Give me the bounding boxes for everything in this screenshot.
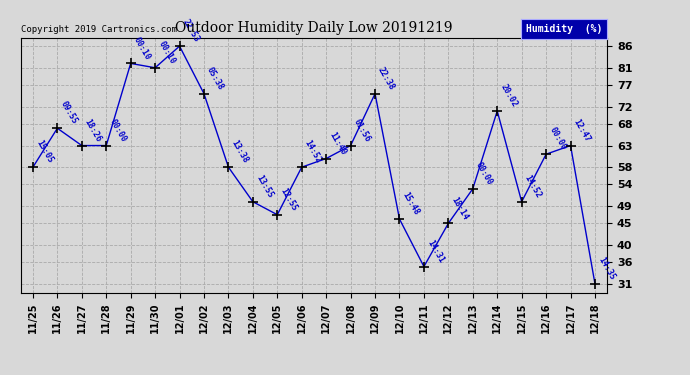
Point — [516, 199, 527, 205]
Text: 13:55: 13:55 — [254, 173, 275, 200]
Point — [321, 156, 332, 162]
Point — [125, 60, 136, 66]
Point — [443, 220, 454, 226]
Point — [589, 281, 600, 287]
Point — [418, 264, 429, 270]
Text: 00:00: 00:00 — [547, 126, 568, 152]
Text: Humidity  (%): Humidity (%) — [526, 24, 602, 34]
Text: 13:38: 13:38 — [230, 139, 250, 165]
Text: 00:00: 00:00 — [474, 160, 494, 187]
Text: 14:52: 14:52 — [303, 139, 323, 165]
Point — [223, 164, 234, 170]
Text: 14:35: 14:35 — [596, 255, 616, 282]
Text: 12:55: 12:55 — [279, 186, 299, 213]
Point — [101, 142, 112, 148]
Point — [394, 216, 405, 222]
Title: Outdoor Humidity Daily Low 20191219: Outdoor Humidity Daily Low 20191219 — [175, 21, 453, 35]
Text: 12:47: 12:47 — [572, 117, 592, 143]
Text: Copyright 2019 Cartronics.com: Copyright 2019 Cartronics.com — [21, 25, 177, 34]
Text: 20:02: 20:02 — [498, 82, 519, 109]
Point — [247, 199, 258, 205]
Point — [272, 212, 283, 218]
Text: 05:38: 05:38 — [205, 65, 226, 92]
Point — [77, 142, 88, 148]
Text: 00:00: 00:00 — [108, 117, 128, 143]
Text: 18:14: 18:14 — [450, 195, 470, 221]
Text: 00:10: 00:10 — [157, 39, 177, 66]
Point — [199, 91, 210, 97]
Text: 09:55: 09:55 — [59, 100, 79, 126]
Point — [492, 108, 503, 114]
Point — [52, 125, 63, 131]
Text: 14:31: 14:31 — [425, 238, 446, 264]
Point — [345, 142, 356, 148]
Text: 18:26: 18:26 — [83, 117, 104, 143]
Point — [565, 142, 576, 148]
Point — [174, 43, 185, 49]
Text: 22:53: 22:53 — [181, 18, 201, 44]
Point — [28, 164, 39, 170]
Point — [540, 151, 551, 157]
Point — [296, 164, 307, 170]
Text: 00:10: 00:10 — [132, 35, 152, 61]
Point — [370, 91, 381, 97]
Point — [150, 65, 161, 71]
Text: 15:05: 15:05 — [34, 139, 55, 165]
Text: 15:48: 15:48 — [401, 191, 421, 217]
Text: 14:52: 14:52 — [523, 173, 543, 200]
Text: 22:38: 22:38 — [376, 65, 397, 92]
Text: 01:56: 01:56 — [352, 117, 372, 143]
Text: 11:40: 11:40 — [327, 130, 348, 156]
Point — [467, 186, 478, 192]
